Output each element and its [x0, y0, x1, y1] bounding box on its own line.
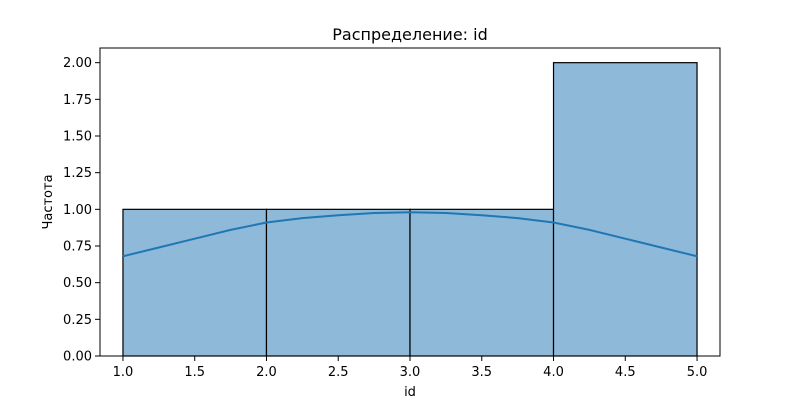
y-axis-label: Частота: [41, 174, 56, 229]
x-tick-label: 3.5: [471, 365, 492, 380]
y-tick-label: 2.00: [63, 56, 92, 71]
x-tick-label: 1.0: [113, 365, 134, 380]
x-tick-label: 4.0: [543, 365, 564, 380]
x-axis-ticks: 1.0 1.5 2.0 2.5 3.0 3.5 4.0 4.5 5.0: [113, 356, 708, 380]
y-tick-label: 0.25: [63, 313, 92, 328]
y-tick-label: 0.50: [63, 276, 92, 291]
histogram-bar-2: [265, 208, 411, 357]
x-tick-label: 1.5: [184, 365, 205, 380]
x-axis-label: id: [404, 385, 416, 400]
x-tick-label: 5.0: [687, 365, 708, 380]
bars-group: [122, 62, 698, 357]
x-tick-label: 3.0: [400, 365, 421, 380]
y-tick-label: 0.00: [63, 350, 92, 365]
y-tick-label: 1.75: [63, 93, 92, 108]
kde-curve: [122, 211, 698, 258]
y-tick-label: 0.75: [63, 240, 92, 255]
histogram-bar-1: [122, 208, 268, 357]
x-tick-label: 2.5: [328, 365, 349, 380]
histogram-bar-4: [552, 62, 698, 357]
histogram-bar-3: [409, 208, 555, 357]
y-axis-ticks: 0.00 0.25 0.50 0.75 1.00 1.25 1.50 1.75 2.00: [63, 56, 100, 365]
y-tick-label: 1.25: [63, 166, 92, 181]
x-tick-label: 4.5: [615, 365, 636, 380]
y-tick-label: 1.50: [63, 130, 92, 145]
y-tick-label: 1.00: [63, 203, 92, 218]
x-tick-label: 2.0: [256, 365, 277, 380]
chart-title: Распределение: id: [332, 25, 487, 44]
